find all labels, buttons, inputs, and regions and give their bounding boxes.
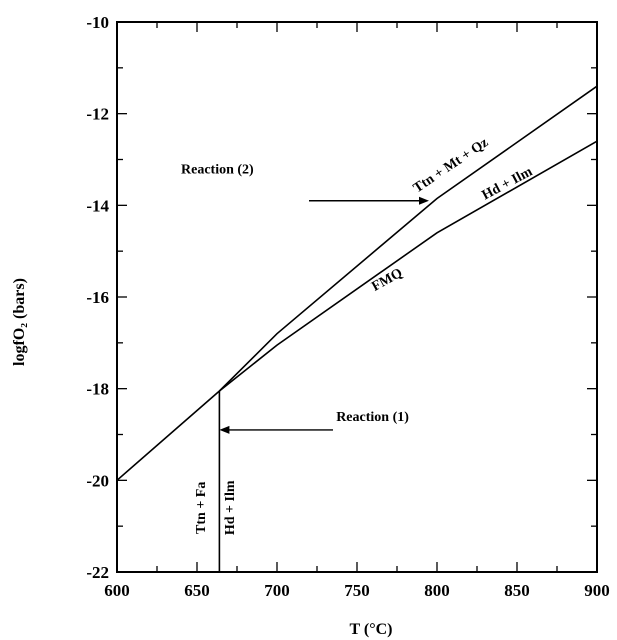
y-axis-title: logfO₂ (bars)	[11, 278, 28, 366]
label-hd-ilm-upper: Hd + Ilm	[480, 164, 536, 203]
label-ttn-fa: Ttn + Fa	[194, 482, 209, 534]
curves	[116, 85, 598, 572]
y-tick-label: -20	[86, 471, 109, 490]
series-line-0	[116, 85, 598, 481]
x-tick-label: 700	[264, 581, 290, 600]
reaction-2-label: Reaction (2)	[181, 162, 254, 177]
x-tick-label: 750	[344, 581, 370, 600]
x-tick-label: 650	[184, 581, 210, 600]
series-line-1	[218, 140, 598, 392]
plot-area	[116, 21, 598, 573]
label-fmq: FMQ	[369, 266, 405, 295]
y-tick-label: -16	[86, 288, 109, 307]
annotations: Reaction (2)Reaction (1)Ttn + Mt + QzHd …	[181, 135, 535, 535]
x-tick-label: 850	[504, 581, 530, 600]
y-tick-label: -22	[86, 563, 109, 582]
x-tick-label: 600	[104, 581, 130, 600]
plot-frame	[116, 21, 598, 573]
x-tick-label: 800	[424, 581, 450, 600]
label-hd-ilm-lower: Hd + Ilm	[223, 480, 238, 535]
x-axis-title: T (°C)	[350, 621, 393, 638]
reaction-2-arrowhead	[419, 196, 429, 205]
y-tick-label: -14	[86, 196, 109, 215]
reaction-1-arrowhead	[219, 425, 230, 434]
reaction-1-label: Reaction (1)	[336, 410, 409, 425]
axis-ticks: 600 650 700 750 800 850 900 -22 -20 -18 -16 -14 -12 -…	[86, 13, 609, 600]
y-tick-label: -10	[86, 13, 109, 32]
y-tick-label: -12	[86, 105, 109, 124]
label-ttn-mt-qz: Ttn + Mt + Qz	[411, 135, 491, 196]
y-tick-label: -18	[86, 380, 109, 399]
x-tick-label: 900	[584, 581, 610, 600]
